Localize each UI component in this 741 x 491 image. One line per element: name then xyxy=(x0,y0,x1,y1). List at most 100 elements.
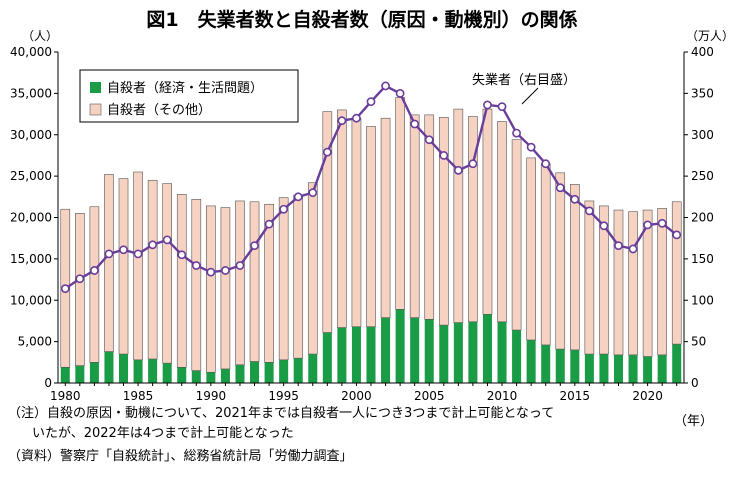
unemployment-point-2009 xyxy=(483,100,492,110)
bar-economic-2008 xyxy=(468,321,478,383)
unemployment-point-2005 xyxy=(424,135,434,145)
bar-other-1999 xyxy=(337,109,347,328)
y-left-tick-label: 15,000 xyxy=(10,252,52,266)
y-left-tick-label: 30,000 xyxy=(10,128,52,142)
unemployment-point-1994 xyxy=(264,219,274,229)
bar-economic-1991 xyxy=(220,368,230,383)
bar-economic-1992 xyxy=(235,364,245,383)
bars-group xyxy=(60,97,682,383)
bar-other-2000 xyxy=(351,117,362,328)
bar-other-1992 xyxy=(235,200,245,366)
bar-economic-2002 xyxy=(381,317,391,383)
bar-economic-2013 xyxy=(541,344,551,383)
y-left-tick-label: 5,000 xyxy=(18,335,52,349)
legend: 自殺者（経済・生活問題） 自殺者（その他） xyxy=(79,69,299,123)
bar-economic-1982 xyxy=(89,362,99,383)
y-left-tick-label: 35,000 xyxy=(10,86,52,100)
y-left-tick-label: 0 xyxy=(44,376,52,390)
bar-economic-2010 xyxy=(497,321,507,383)
bar-economic-2012 xyxy=(526,339,536,383)
unemployment-point-2018 xyxy=(614,241,623,251)
unemployment-point-2021 xyxy=(657,218,667,228)
y-right-tick-label: 200 xyxy=(691,211,714,225)
bar-economic-1990 xyxy=(206,372,216,383)
bar-other-1984 xyxy=(118,178,129,355)
bar-economic-2004 xyxy=(410,317,420,383)
bar-economic-1997 xyxy=(308,354,318,383)
bar-other-2005 xyxy=(424,114,435,320)
chart-title: 図1 失業者数と自殺者数（原因・動機別）の関係 xyxy=(146,8,577,31)
bar-economic-1986 xyxy=(148,359,158,383)
y-left-tick-label: 20,000 xyxy=(10,211,52,225)
unemployment-point-1983 xyxy=(104,249,114,259)
bar-other-2006 xyxy=(438,117,449,326)
unemployment-point-2017 xyxy=(599,221,609,231)
bar-other-2001 xyxy=(366,126,376,328)
unemployment-point-2022 xyxy=(672,230,682,240)
unemployment-point-1986 xyxy=(148,240,158,250)
bar-other-2015 xyxy=(570,184,580,351)
bar-other-1998 xyxy=(322,111,333,333)
note-line-1: （注）自殺の原因・動機について、2021年までは自殺者一人につき3つまで計上可能… xyxy=(8,406,555,421)
bar-other-2012 xyxy=(526,157,536,341)
bar-other-1994 xyxy=(264,203,274,363)
bar-other-1989 xyxy=(191,198,202,371)
unemployment-point-2015 xyxy=(570,194,580,204)
legend-label: 自殺者（経済・生活問題） xyxy=(107,80,263,96)
y-left-tick-label: 40,000 xyxy=(10,45,52,59)
bar-other-2010 xyxy=(497,121,507,323)
bar-economic-1984 xyxy=(118,354,129,383)
y-right-tick-label: 100 xyxy=(691,293,714,307)
y-right-unit-label: （万人） xyxy=(686,29,734,43)
unemployment-point-2010 xyxy=(497,102,507,112)
bar-other-2011 xyxy=(511,139,522,331)
bar-other-1988 xyxy=(176,194,187,368)
bar-other-2009 xyxy=(482,108,493,315)
unemployment-point-1984 xyxy=(119,245,128,255)
unemployment-point-1985 xyxy=(133,249,143,259)
bar-other-1996 xyxy=(293,194,304,359)
unemployment-point-2001 xyxy=(366,97,376,107)
note-line-2: いたが、2022年は4つまで計上可能となった xyxy=(32,426,294,441)
x-tick-label: 1995 xyxy=(268,389,299,403)
bar-other-2014 xyxy=(555,172,566,350)
bar-economic-1980 xyxy=(60,367,70,383)
bar-economic-2003 xyxy=(395,309,405,383)
line-series-label: 失業者（右目盛） xyxy=(472,72,576,88)
bar-economic-1998 xyxy=(322,332,332,383)
unemployment-point-2014 xyxy=(555,183,565,193)
axes-group: 0 5,000 10,000 15,000 20,000 25,000 30,000 35,0… xyxy=(10,45,714,403)
unemployment-point-1998 xyxy=(322,147,332,157)
bar-economic-1999 xyxy=(337,327,347,383)
bar-economic-1988 xyxy=(177,367,187,383)
bar-economic-1996 xyxy=(293,358,303,383)
bar-economic-2007 xyxy=(453,322,463,383)
bar-economic-2015 xyxy=(570,349,580,383)
unemployment-point-1987 xyxy=(162,235,172,245)
unemployment-point-1996 xyxy=(293,192,303,202)
unemployment-point-2006 xyxy=(439,151,449,160)
bar-economic-2000 xyxy=(351,326,361,383)
y-right-tick-label: 300 xyxy=(691,128,714,142)
bar-economic-2016 xyxy=(584,354,594,383)
bar-economic-2020 xyxy=(643,356,653,383)
bar-economic-1987 xyxy=(162,363,172,383)
bar-other-2013 xyxy=(540,163,551,346)
unemployment-point-2011 xyxy=(512,128,521,138)
unemployment-line-group xyxy=(60,81,682,294)
bar-other-2020 xyxy=(642,209,653,357)
bar-economic-2014 xyxy=(555,349,565,383)
bar-other-2017 xyxy=(599,205,609,355)
bar-other-2003 xyxy=(395,97,405,310)
y-right-tick-label: 350 xyxy=(691,86,714,100)
bar-economic-2011 xyxy=(512,330,522,383)
y-right-tick-label: 0 xyxy=(691,376,699,390)
bar-other-1990 xyxy=(206,205,216,373)
bar-economic-2017 xyxy=(599,354,609,383)
unemployment-point-1982 xyxy=(89,266,99,275)
legend-label: 自殺者（その他） xyxy=(107,103,211,118)
unemployment-point-1981 xyxy=(75,274,85,284)
bar-other-1981 xyxy=(75,213,85,366)
y-left-tick-label: 25,000 xyxy=(10,169,52,183)
